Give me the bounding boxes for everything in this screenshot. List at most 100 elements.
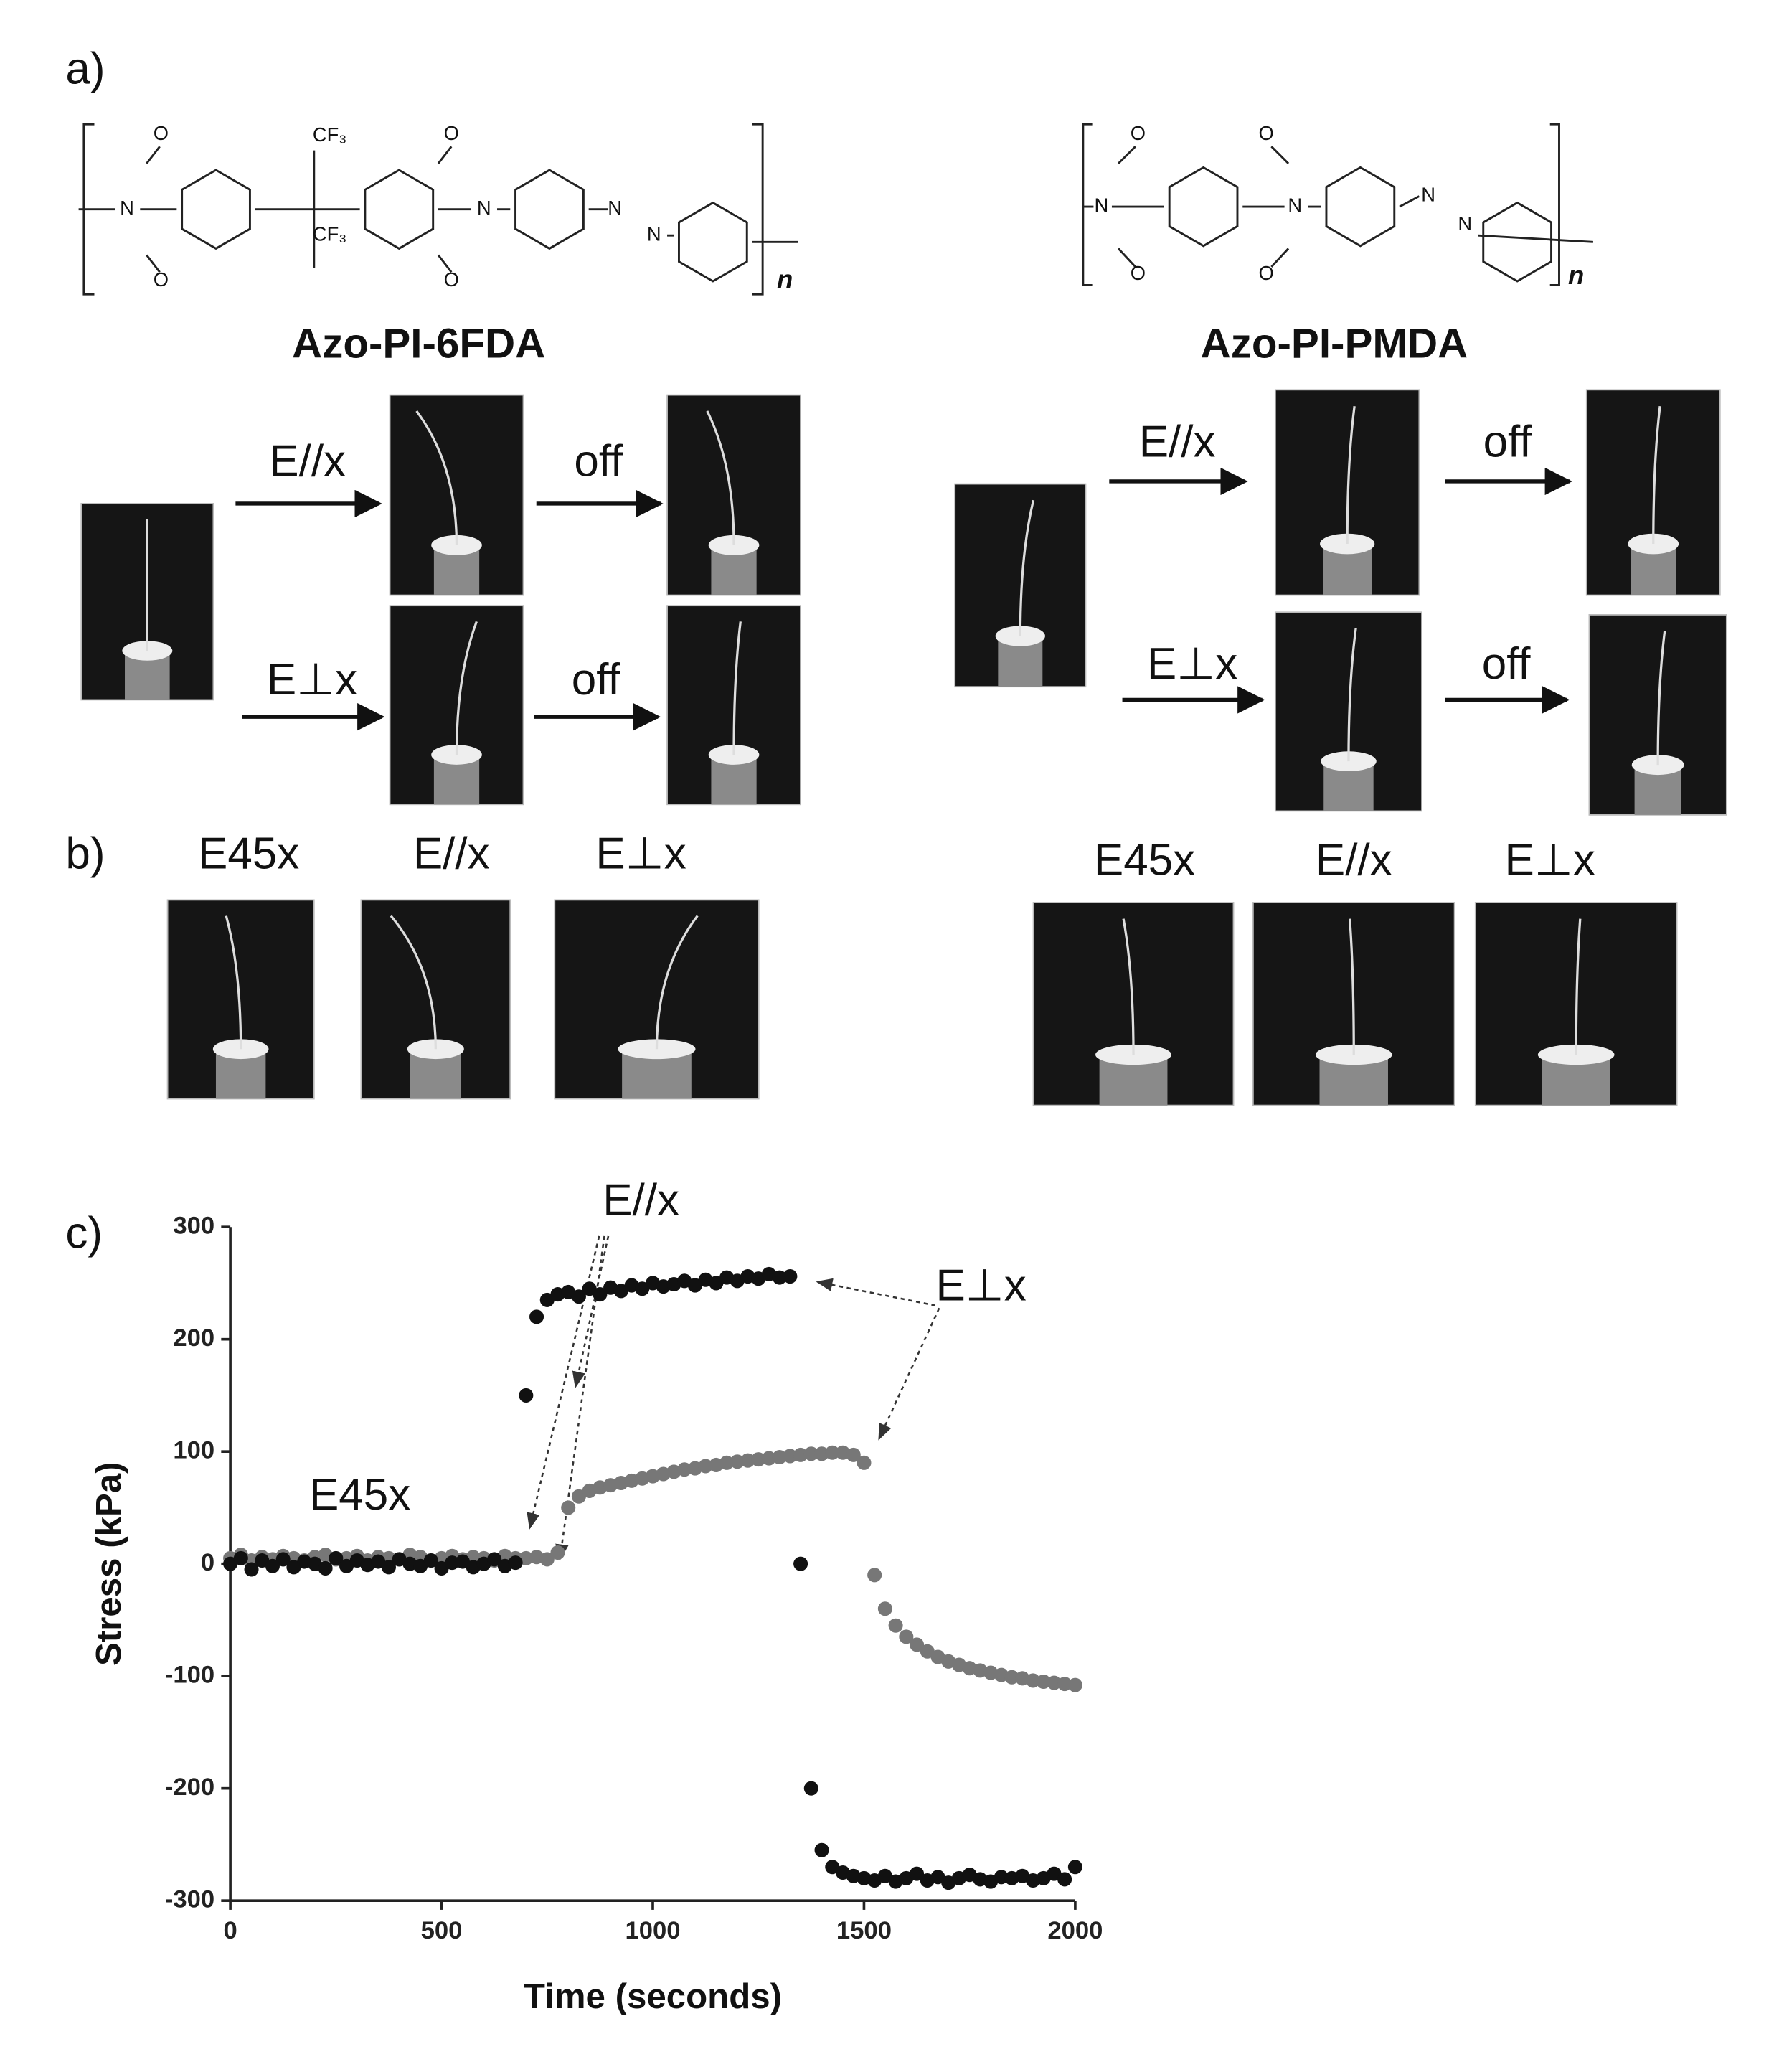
data-point [899, 1629, 914, 1644]
data-point [582, 1281, 597, 1296]
annotation: E⊥x [935, 1261, 1026, 1310]
fiber [1019, 499, 1035, 636]
photo-label: E//x [1316, 836, 1392, 885]
ring [1168, 166, 1239, 248]
data-point [814, 1446, 829, 1461]
data-point [413, 1558, 428, 1573]
data-point [761, 1451, 776, 1466]
data-point [244, 1562, 259, 1577]
ring [514, 169, 585, 250]
atom-label: N [1421, 184, 1435, 206]
fiber [455, 621, 478, 755]
data-point [529, 1309, 544, 1324]
data-point [1047, 1866, 1062, 1881]
atom-label: O [1258, 122, 1273, 144]
arrow-label: off [574, 437, 623, 486]
data-point [846, 1447, 861, 1462]
atom-label: O [154, 122, 169, 144]
panel-label: c) [65, 1208, 103, 1258]
data-point [857, 1455, 872, 1470]
data-point [550, 1545, 565, 1560]
arrow-label: off [1482, 639, 1532, 689]
data-point [455, 1554, 471, 1569]
data-point [571, 1289, 586, 1304]
data-point [877, 1868, 892, 1883]
atom-label: N [1094, 194, 1108, 216]
arrow-label: E//x [269, 437, 346, 486]
arrow-label: E⊥x [1147, 639, 1237, 689]
holder-top [618, 1039, 696, 1060]
data-point [539, 1552, 555, 1567]
data-point [265, 1558, 280, 1573]
ring [1325, 166, 1396, 248]
data-point [930, 1870, 945, 1885]
data-point [371, 1554, 386, 1569]
photo-label: E⊥x [1505, 836, 1595, 885]
atom-label: N [1458, 212, 1472, 235]
photo-label: E45x [1094, 836, 1195, 885]
arrow-label: off [572, 655, 621, 705]
data-point [687, 1278, 702, 1293]
data-point [571, 1489, 586, 1504]
data-point [223, 1556, 238, 1571]
data-point [339, 1558, 354, 1573]
x-axis-label: Time (seconds) [524, 1977, 782, 2016]
polymer-name: Azo-PI-6FDA [292, 321, 545, 367]
data-point [1025, 1673, 1041, 1688]
atom-label: O [1131, 122, 1146, 144]
annotation: E//x [603, 1176, 679, 1225]
data-point [539, 1292, 555, 1307]
holder-top [407, 1039, 464, 1060]
data-point [783, 1269, 798, 1284]
data-point [1057, 1677, 1072, 1692]
atom-label: n [777, 265, 793, 294]
ring [181, 169, 251, 250]
x-tick-label: 0 [223, 1917, 237, 1944]
data-point [434, 1560, 449, 1576]
data-point [877, 1601, 892, 1616]
panel-label: b) [65, 829, 105, 879]
panel-label: a) [65, 44, 105, 94]
atom-label: N [608, 197, 622, 219]
holder-top [212, 1039, 269, 1060]
data-point [445, 1555, 460, 1571]
fiber [225, 915, 242, 1050]
data-point [1036, 1674, 1051, 1690]
data-point [318, 1560, 333, 1576]
atom-label: N [120, 197, 134, 219]
data-point [825, 1860, 840, 1875]
ring [678, 201, 748, 283]
fiber [1575, 918, 1582, 1055]
y-axis-label: Stress (kPa) [89, 1461, 128, 1666]
data-point [1067, 1677, 1082, 1692]
data-point [994, 1870, 1009, 1885]
fiber [1656, 631, 1666, 766]
data-point [772, 1449, 787, 1465]
data-point [508, 1555, 523, 1571]
data-point [635, 1281, 650, 1296]
data-point [381, 1560, 396, 1575]
data-point [888, 1618, 903, 1633]
ring [364, 169, 435, 250]
fiber [732, 621, 742, 755]
y-tick-label: 300 [173, 1212, 214, 1239]
data-point [255, 1553, 270, 1568]
arrow-label: E//x [1139, 417, 1216, 466]
data-point [772, 1270, 787, 1285]
y-tick-label: 100 [173, 1436, 214, 1464]
arrow-label: off [1483, 417, 1533, 466]
data-point [751, 1452, 766, 1467]
fiber [390, 915, 437, 1050]
photo-label: E//x [413, 829, 490, 879]
y-tick-label: 0 [201, 1549, 214, 1576]
fiber [415, 410, 458, 545]
atom-label: N [477, 197, 491, 219]
data-point [793, 1447, 808, 1462]
data-point [730, 1454, 745, 1469]
photo-label: E45x [198, 829, 299, 879]
photo [166, 899, 315, 1100]
atom-label: O [444, 122, 459, 144]
y-tick-label: 200 [173, 1324, 214, 1352]
polymer-name: Azo-PI-PMDA [1201, 321, 1468, 367]
data-point [233, 1550, 248, 1565]
